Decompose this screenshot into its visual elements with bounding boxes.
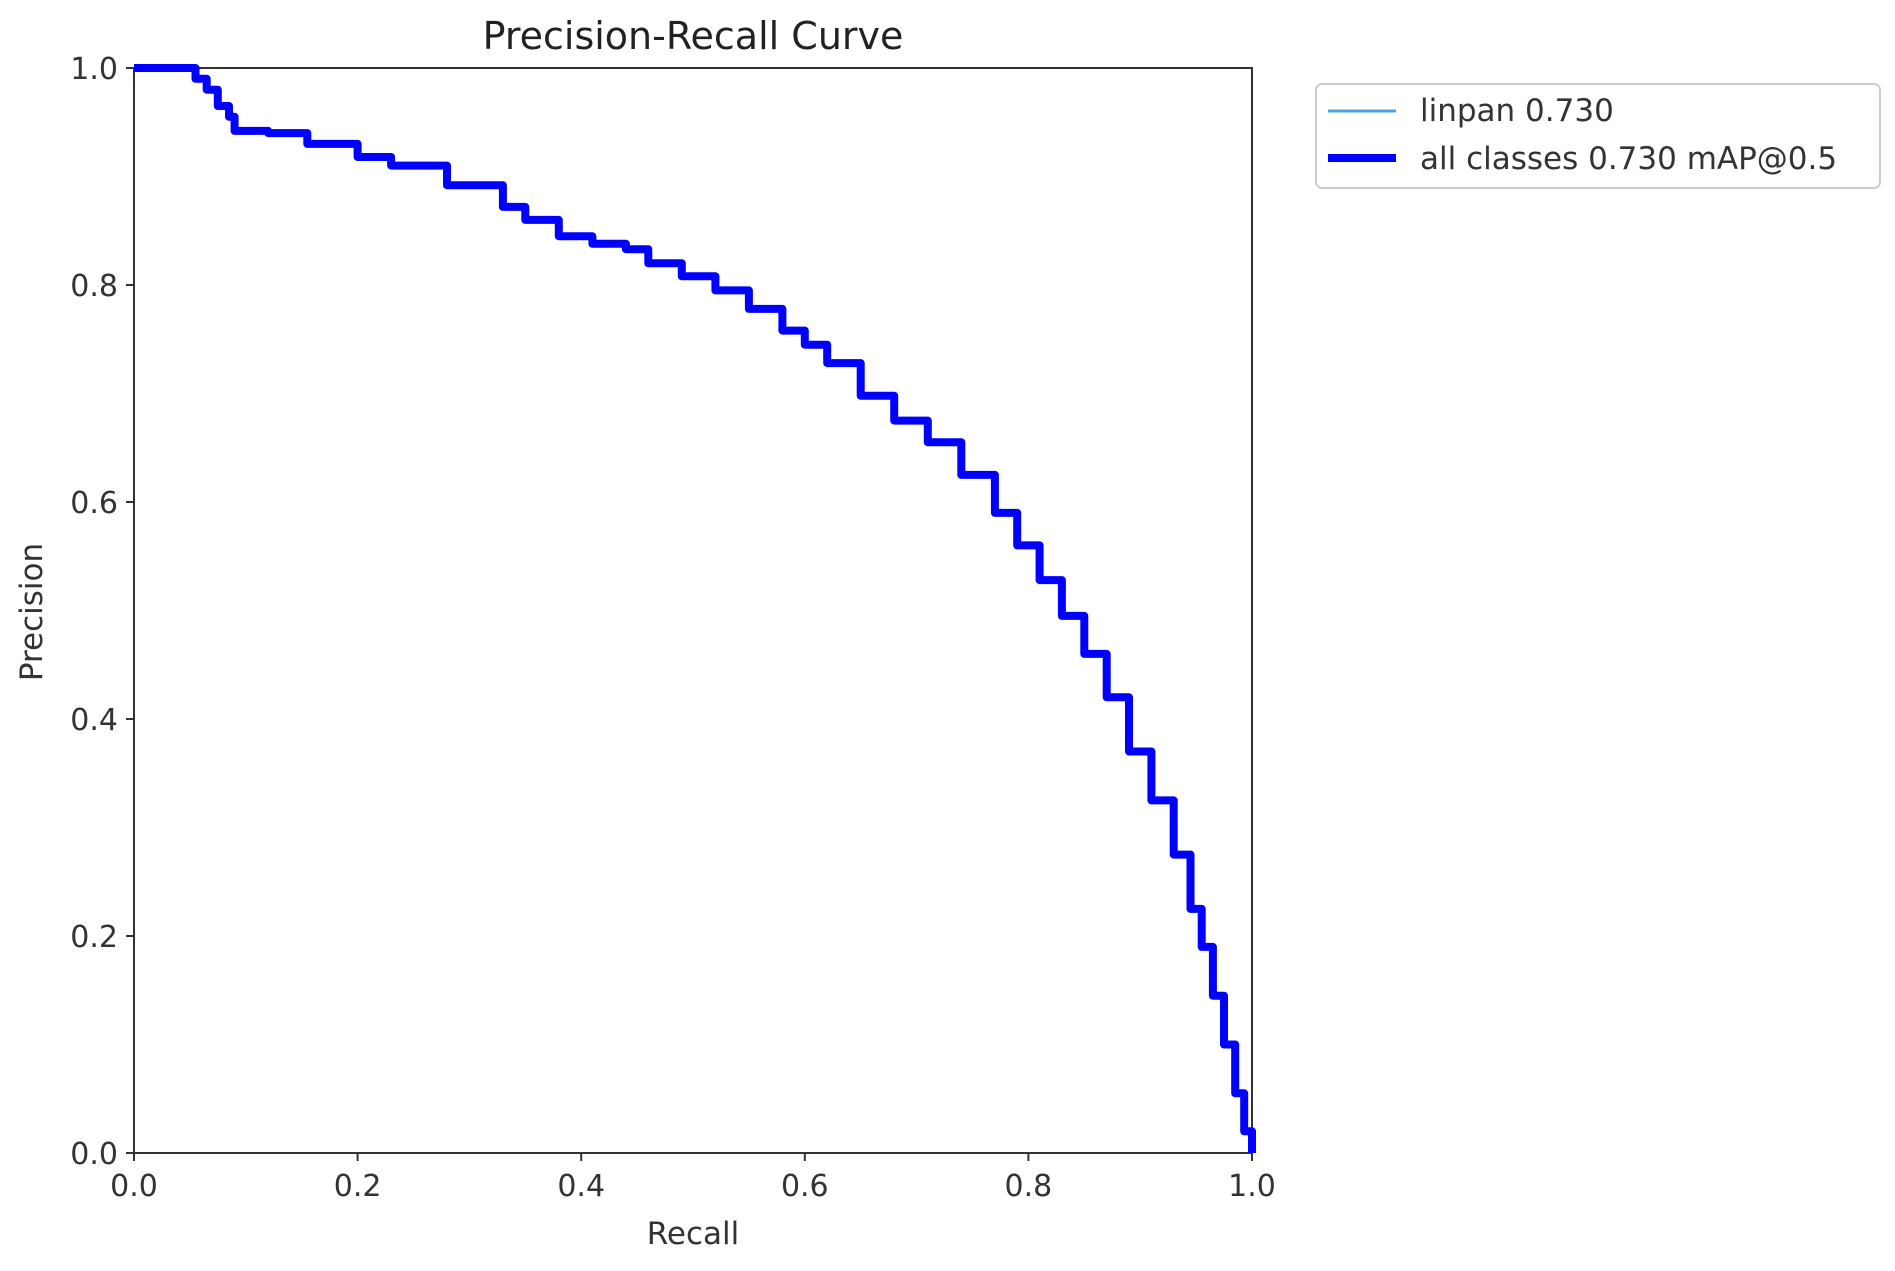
plot-area-frame (133, 67, 1253, 1154)
x-axis-label: Recall (647, 1216, 740, 1252)
series-lines (134, 64, 1256, 1153)
y-tick-label: 0.2 (70, 920, 118, 955)
y-tick-label: 1.0 (70, 52, 118, 87)
legend-label-all-classes: all classes 0.730 mAP@0.5 (1420, 141, 1837, 177)
x-tick-label: 0.0 (110, 1169, 158, 1204)
y-tick-label: 0.0 (70, 1137, 118, 1172)
x-tick-label: 0.8 (1005, 1169, 1053, 1204)
series-line-all-classes (134, 64, 1256, 1153)
x-tick-label: 0.2 (334, 1169, 382, 1204)
y-axis-label: Precision (14, 543, 50, 681)
legend-label-linpan: linpan 0.730 (1420, 93, 1614, 129)
y-tick-label: 0.4 (70, 703, 118, 738)
legend-box (1315, 83, 1881, 189)
x-tick-label: 1.0 (1228, 1169, 1276, 1204)
chart-title: Precision-Recall Curve (483, 14, 904, 58)
x-axis-ticks: 0.0 0.2 0.4 0.6 0.8 1.0 (110, 1153, 1276, 1204)
y-tick-label: 0.6 (70, 486, 118, 521)
y-axis-ticks: 0.0 0.2 0.4 0.6 0.8 1.0 (70, 52, 134, 1172)
y-tick-label: 0.8 (70, 269, 118, 304)
series-line-linpan (134, 66, 1254, 1153)
x-tick-label: 0.4 (557, 1169, 605, 1204)
legend: linpan 0.730 all classes 0.730 mAP@0.5 (1315, 83, 1881, 189)
x-tick-label: 0.6 (781, 1169, 829, 1204)
